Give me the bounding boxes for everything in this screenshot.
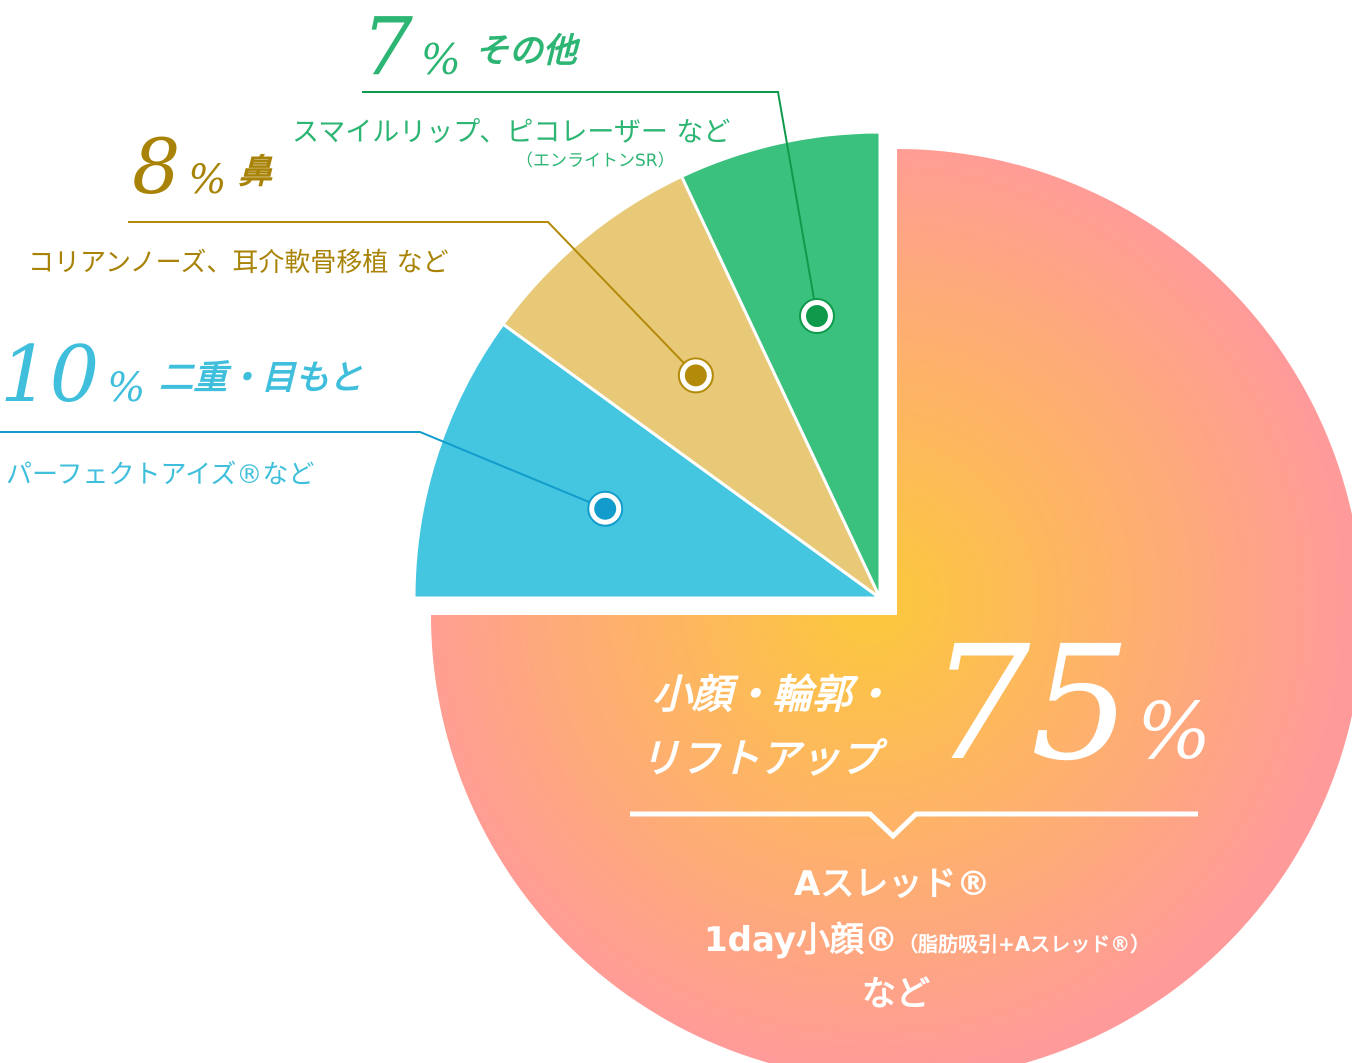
marker-dot-other [805,305,828,328]
examples-other-sub: （エンライトンSR） [516,151,675,171]
examples-face-1: Aスレッド® [794,864,991,904]
category-label-nose: 鼻 [238,152,273,192]
leader-line-other [362,91,818,317]
examples-face-2: 1day小顔®（脂肪吸引+Aスレッド®） [704,912,1150,961]
slice-label-other: 7% その他 [362,0,577,93]
examples-other: スマイルリップ、ピコレーザー など [292,117,731,148]
pie-slice-face [430,148,1352,1063]
examples-nose: コリアンノーズ、耳介軟骨移植 など [28,248,449,278]
percent-sign-other: % [420,35,461,84]
leader-line-eye [0,431,606,510]
marker-dot-eye [594,497,617,520]
examples-face-3: など [862,974,930,1014]
value-block-face: 75% [930,612,1211,796]
pie-slice-other [679,130,882,599]
examples-face-2-sub: （脂肪吸引+Aスレッド®） [898,932,1151,956]
examples-eye: パーフェクトアイズ®など [6,460,315,490]
pie-slice-eye [412,321,885,600]
category-label-face-line2: リフトアップ [640,736,880,782]
category-label-eye: 二重・目もと [159,358,363,398]
percent-sign-face: % [1137,687,1212,777]
value-label-other: 7 [362,0,413,93]
value-label-face: 75 [930,612,1132,796]
percent-sign-nose: % [188,157,227,203]
examples-face-2-main: 1day小顔® [704,920,899,960]
percent-sign-eye: % [107,365,146,411]
marker-dot-nose [684,364,707,387]
slice-label-eye: 10% 二重・目もと [0,330,363,420]
slice-label-nose: 8% 鼻 [132,122,272,211]
category-label-face-line1: 小顔・輪郭・ [652,672,892,718]
category-label-other: その他 [474,31,577,71]
value-label-nose: 8 [132,122,181,211]
value-label-eye: 10 [0,330,100,420]
big-label-divider [630,811,1198,840]
leader-line-nose [128,221,697,377]
